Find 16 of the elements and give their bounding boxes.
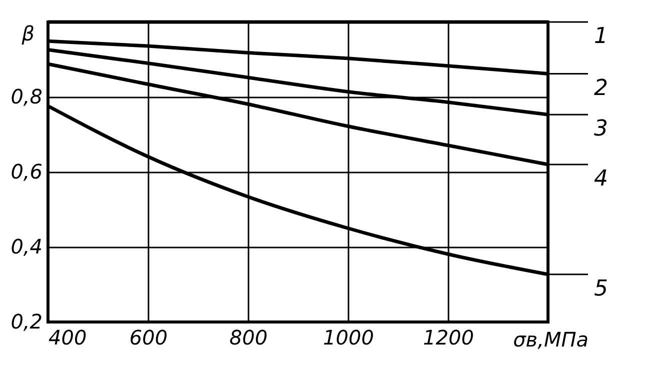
x-tick-label: 1000 (323, 326, 374, 350)
legend-label: 4 (594, 166, 608, 192)
y-tick-label: 0,2 (10, 310, 42, 334)
x-tick-label: 800 (229, 326, 268, 350)
x-tick-label: 600 (129, 326, 168, 350)
legend-label: 2 (594, 76, 608, 101)
x-tick-label: 400 (48, 326, 87, 350)
legend-label: 5 (594, 276, 608, 302)
y-tick-label: 0,4 (10, 234, 42, 258)
y-tick-label: 0,8 (10, 84, 42, 108)
legend-label: 1 (594, 24, 608, 49)
x-tick-label: 1200 (423, 326, 474, 350)
y-axis-title: β (20, 22, 35, 46)
y-tick-label: 0,6 (10, 160, 42, 184)
x-axis-title: σв,МПа (513, 328, 588, 352)
legend-label: 3 (594, 116, 608, 142)
